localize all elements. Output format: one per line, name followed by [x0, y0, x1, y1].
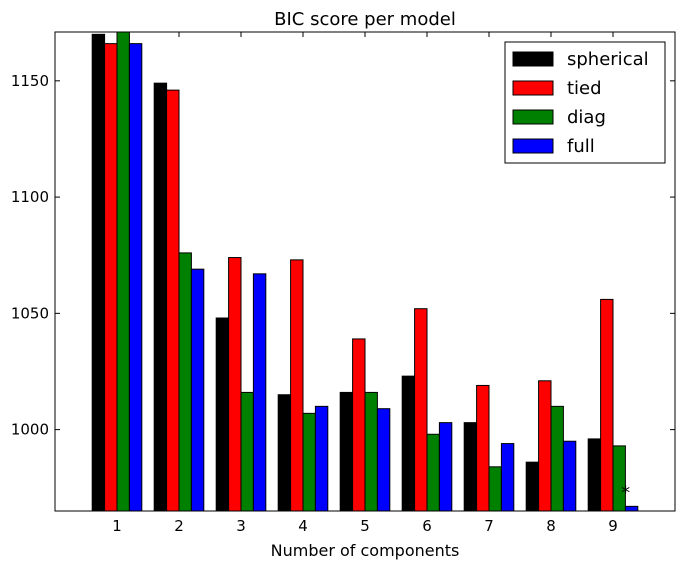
bar-diag-1	[116, 31, 130, 512]
x-tick-label: 6	[422, 517, 432, 535]
y-tick-label: 1000	[11, 421, 49, 439]
bar-diag-3	[240, 391, 254, 512]
x-tick-label: 4	[298, 517, 308, 535]
x-tick-label: 1	[112, 517, 122, 535]
legend-swatch-spherical	[512, 51, 554, 67]
y-tick-label: 1050	[11, 304, 49, 322]
bar-spherical-1	[91, 33, 106, 512]
x-tick-label: 5	[360, 517, 370, 535]
ticks-layer: 1 2 3 4 5 6 7 8 9 1000 1050 1100 1150	[11, 32, 675, 535]
bar-full-2	[190, 268, 205, 512]
x-tick-label: 8	[546, 517, 556, 535]
bar-tied-5	[352, 338, 366, 512]
bar-tied-3	[228, 257, 242, 512]
bar-spherical-8	[525, 461, 540, 512]
y-tick-label: 1100	[11, 188, 49, 206]
legend-label-full: full	[567, 136, 595, 157]
bar-diag-6	[426, 433, 440, 512]
bar-tied-6	[414, 308, 428, 512]
y-tick-label: 1150	[11, 72, 49, 90]
bar-diag-7	[488, 466, 502, 512]
bar-spherical-9	[587, 438, 602, 512]
bar-tied-9	[600, 298, 614, 512]
x-tick-label: 7	[484, 517, 494, 535]
bar-tied-7	[476, 384, 490, 512]
legend-swatch-tied	[512, 80, 554, 96]
x-tick-label: 2	[174, 517, 184, 535]
bar-tied-8	[538, 380, 552, 512]
bar-full-8	[562, 440, 577, 512]
bar-spherical-3	[215, 317, 230, 512]
bar-full-1	[128, 43, 143, 512]
bar-tied-4	[290, 259, 304, 512]
bar-full-3	[252, 273, 267, 512]
bar-full-7	[500, 443, 515, 512]
bar-spherical-2	[153, 82, 168, 512]
legend-swatch-full	[512, 138, 554, 154]
x-axis-label: Number of components	[271, 541, 460, 560]
legend: spherical tied diag full	[504, 41, 666, 164]
chart-title: BIC score per model	[274, 9, 456, 30]
bar-tied-1	[104, 43, 118, 512]
legend-label-diag: diag	[567, 107, 606, 128]
bar-diag-2	[178, 252, 192, 512]
bar-diag-5	[364, 391, 378, 512]
legend-label-spherical: spherical	[567, 49, 649, 70]
bar-full-9	[624, 505, 639, 512]
legend-label-tied: tied	[567, 78, 602, 99]
bar-spherical-7	[463, 422, 478, 512]
bar-tied-2	[166, 89, 180, 512]
bar-full-5	[376, 408, 391, 512]
bar-spherical-4	[277, 394, 292, 512]
bar-spherical-5	[339, 391, 354, 512]
x-tick-label: 9	[608, 517, 618, 535]
bar-full-6	[438, 422, 453, 512]
bar-spherical-6	[401, 375, 416, 512]
bars-layer	[91, 31, 639, 512]
bar-diag-8	[550, 405, 564, 512]
x-tick-label: 3	[236, 517, 246, 535]
best-model-annotation: *	[621, 482, 630, 503]
bar-diag-4	[302, 412, 316, 512]
legend-swatch-diag	[512, 109, 554, 125]
bar-full-4	[314, 405, 329, 512]
